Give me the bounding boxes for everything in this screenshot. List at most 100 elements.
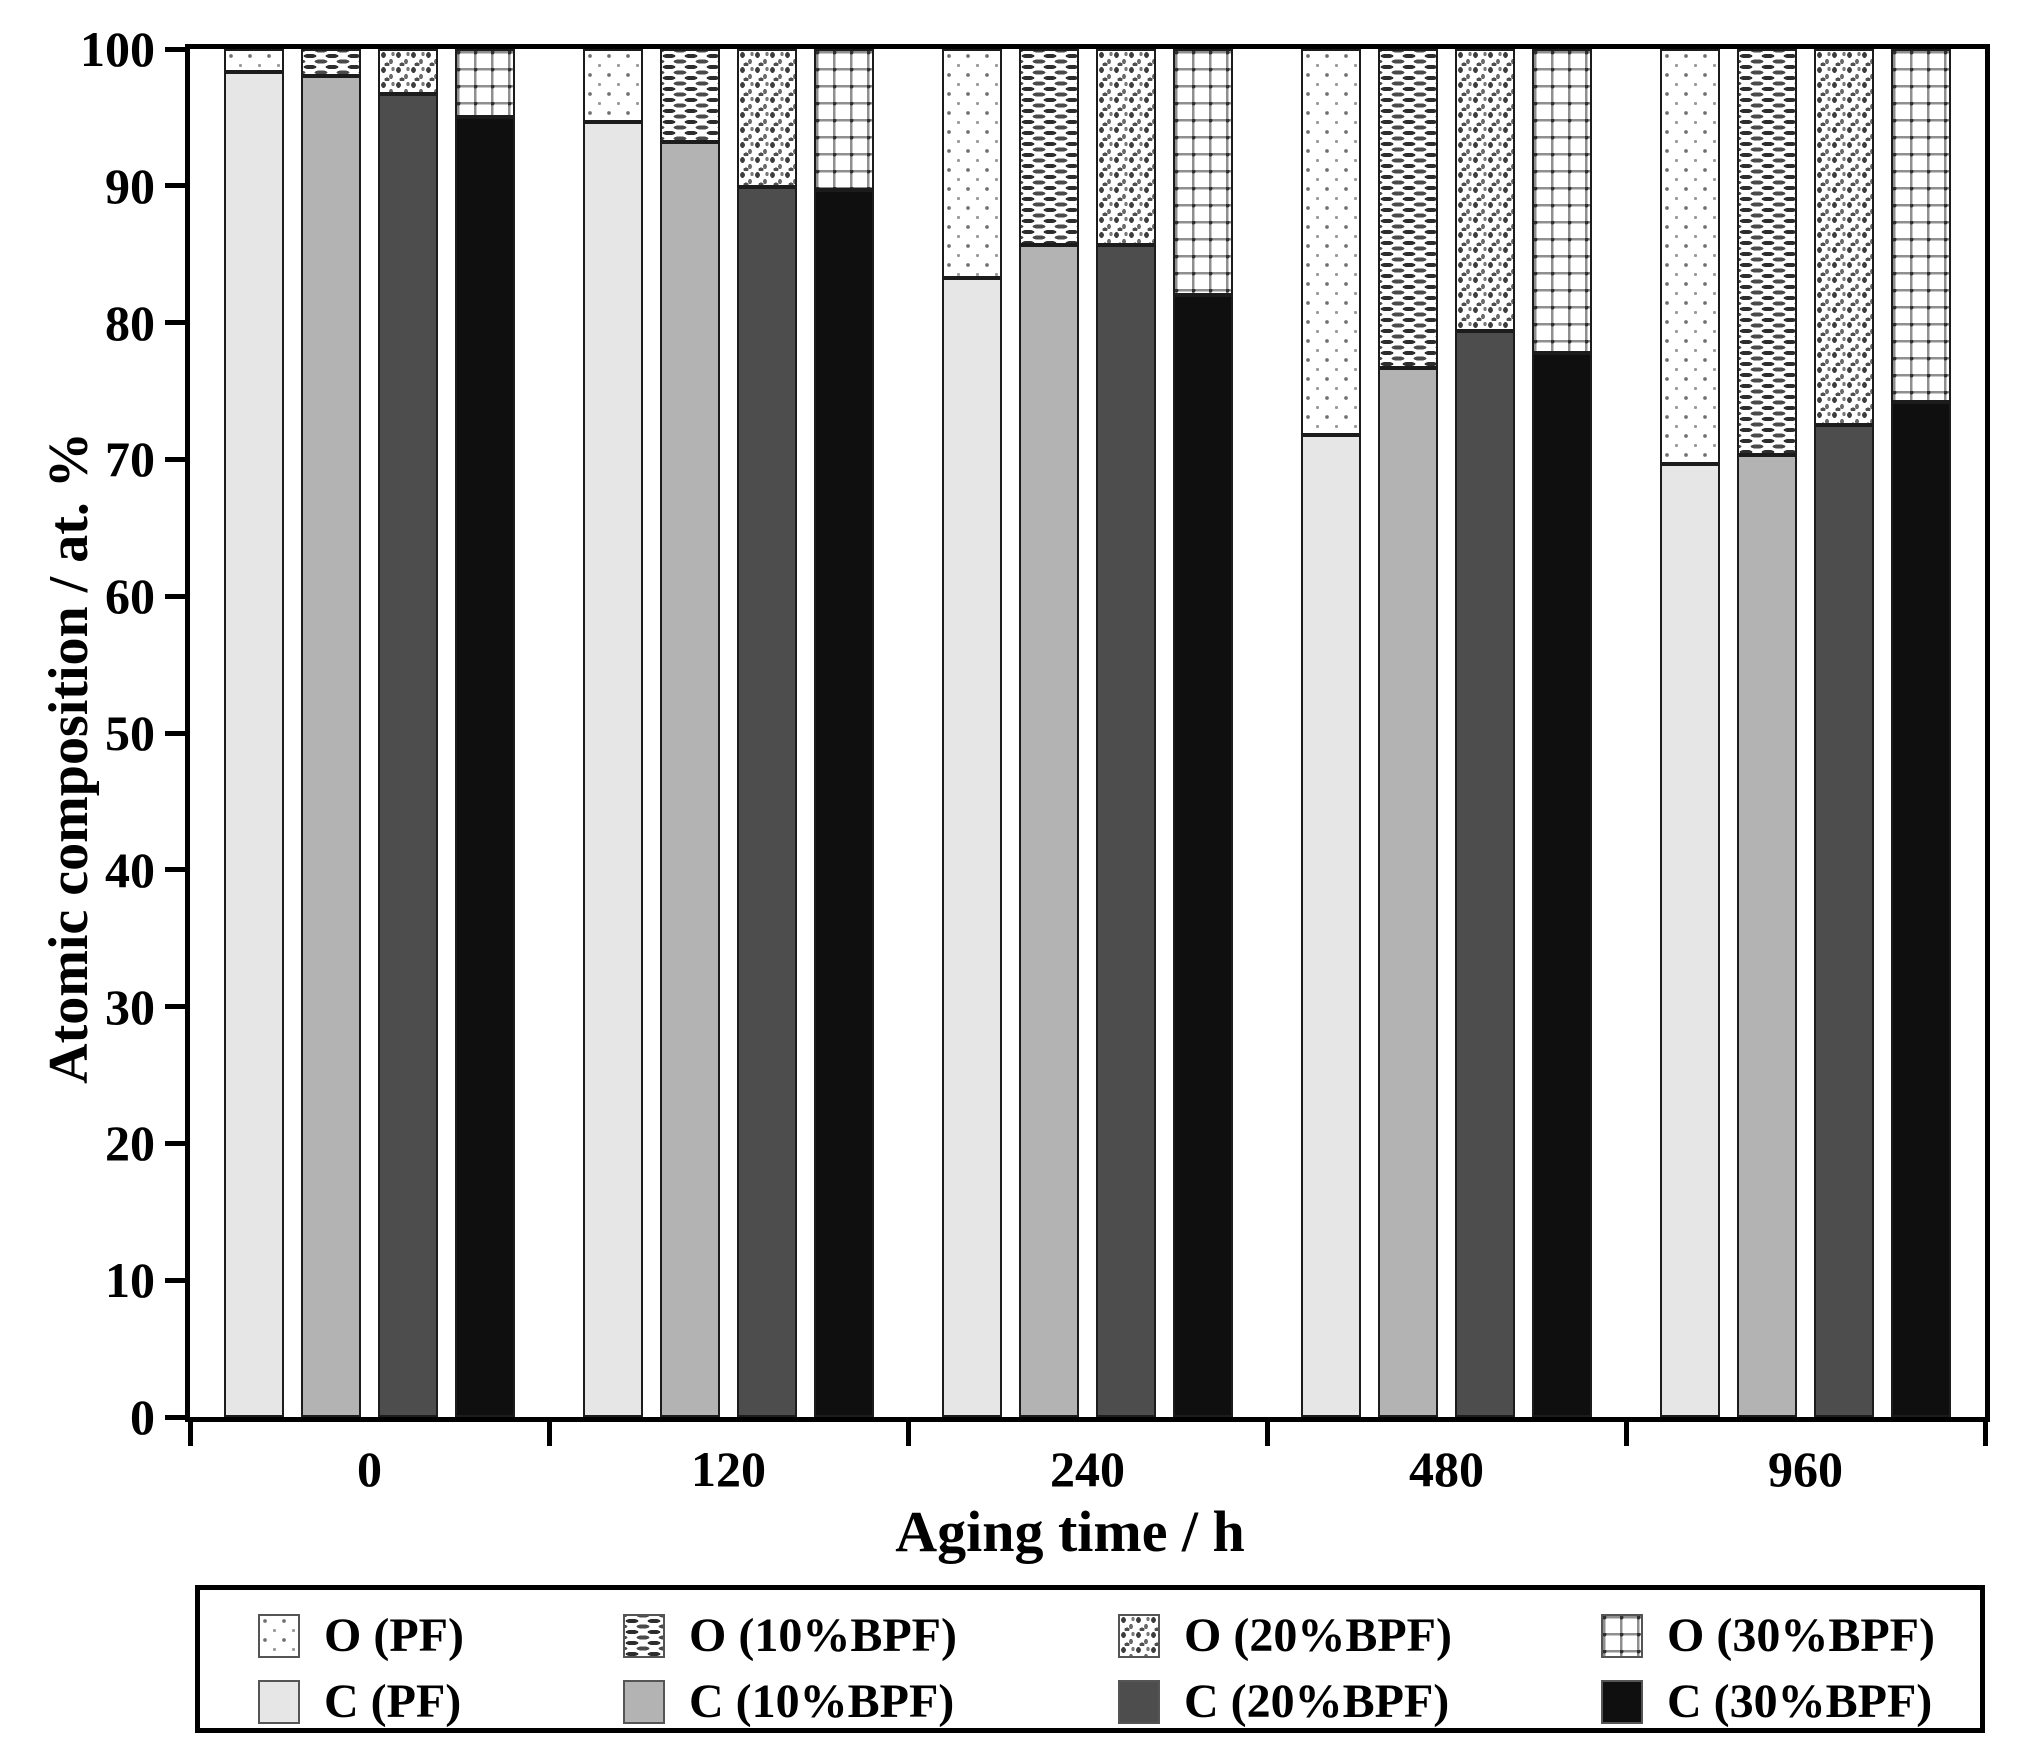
x-tick-0 (187, 1422, 193, 1446)
bar-c-bpf20-480 (1455, 330, 1515, 1417)
y-tick-50 (165, 730, 185, 736)
bar-o-bpf10-120 (660, 49, 720, 142)
y-tick-60 (165, 593, 185, 599)
bar-o-pf-480 (1301, 49, 1361, 435)
y-tick-80 (165, 320, 185, 326)
y-tick-0 (165, 1414, 185, 1420)
bar-c-pf-0 (224, 72, 284, 1417)
bar-o-bpf30-240 (1173, 49, 1233, 296)
y-tick-label-50: 50 (105, 705, 155, 761)
legend-swatch-o-pf (258, 1614, 300, 1658)
bar-o-bpf30-0 (455, 49, 515, 118)
bar-o-bpf20-120 (737, 49, 797, 188)
bar-o-bpf10-480 (1378, 49, 1438, 368)
bar-o-bpf10-960 (1737, 49, 1797, 456)
y-tick-20 (165, 1140, 185, 1146)
bar-o-pf-0 (224, 49, 284, 73)
bar-o-pf-120 (583, 49, 643, 122)
y-tick-30 (165, 1004, 185, 1010)
bar-o-bpf20-480 (1455, 49, 1515, 331)
legend-item-c-bpf20: C (20%BPF) (1118, 1678, 1449, 1726)
bar-o-bpf30-120 (814, 49, 874, 190)
bar-c-pf-960 (1660, 463, 1720, 1417)
bar-c-bpf30-0 (455, 117, 515, 1417)
y-tick-label-0: 0 (130, 1389, 155, 1445)
y-tick-label-70: 70 (105, 431, 155, 488)
legend-swatch-o-bpf20 (1118, 1614, 1160, 1658)
y-tick-label-60: 60 (105, 568, 155, 625)
bar-o-bpf10-0 (301, 49, 361, 77)
legend-label-o-pf: O (PF) (324, 1609, 464, 1662)
bar-c-bpf10-480 (1378, 367, 1438, 1417)
bar-c-bpf30-240 (1173, 295, 1233, 1417)
bar-c-bpf10-240 (1019, 244, 1079, 1417)
bar-o-bpf10-240 (1019, 49, 1079, 245)
bar-o-bpf30-960 (1891, 49, 1951, 402)
legend-label-o-bpf30: O (30%BPF) (1667, 1609, 1935, 1662)
y-tick-70 (165, 456, 185, 462)
x-tick-3 (1264, 1422, 1270, 1446)
y-tick-label-80: 80 (105, 294, 155, 351)
legend-label-c-bpf10: C (10%BPF) (689, 1675, 955, 1728)
x-tick-4 (1623, 1422, 1629, 1446)
legend-label-c-pf: C (PF) (324, 1675, 462, 1728)
bar-o-bpf20-0 (378, 49, 438, 95)
legend-swatch-c-bpf20 (1118, 1680, 1160, 1724)
legend-item-o-pf: O (PF) (258, 1612, 464, 1660)
x-axis-title: Aging time / h (895, 1499, 1245, 1564)
plot-inner (190, 49, 1985, 1417)
y-tick-10 (165, 1277, 185, 1283)
legend-label-o-bpf10: O (10%BPF) (689, 1609, 957, 1662)
y-tick-label-100: 100 (80, 21, 155, 77)
x-category-label-120: 120 (691, 1441, 766, 1497)
legend-swatch-c-bpf30 (1601, 1680, 1643, 1724)
bar-c-bpf10-0 (301, 76, 361, 1417)
legend: O (PF) O (10%BPF) O (20%BPF) O (30%BPF) C (P… (195, 1585, 1985, 1733)
y-tick-label-90: 90 (105, 157, 155, 214)
x-category-label-960: 960 (1768, 1441, 1843, 1497)
legend-label-c-bpf20: C (20%BPF) (1184, 1675, 1450, 1728)
x-category-label-480: 480 (1409, 1441, 1484, 1497)
y-tick-label-40: 40 (105, 841, 155, 898)
bar-o-pf-240 (942, 49, 1002, 278)
bar-c-bpf20-120 (737, 187, 797, 1417)
legend-item-o-bpf30: O (30%BPF) (1601, 1612, 1935, 1660)
y-tick-label-20: 20 (105, 1115, 155, 1172)
bar-o-bpf20-960 (1814, 49, 1874, 426)
legend-label-c-bpf30: C (30%BPF) (1667, 1675, 1933, 1728)
legend-item-c-bpf10: C (10%BPF) (623, 1678, 954, 1726)
legend-swatch-o-bpf10 (623, 1614, 665, 1658)
bar-c-pf-120 (583, 121, 643, 1417)
legend-swatch-o-bpf30 (1601, 1614, 1643, 1658)
legend-swatch-c-pf (258, 1680, 300, 1724)
bar-c-bpf30-960 (1891, 401, 1951, 1417)
y-tick-90 (165, 183, 185, 189)
legend-item-o-bpf10: O (10%BPF) (623, 1612, 957, 1660)
x-category-label-0: 0 (357, 1441, 382, 1497)
legend-label-o-bpf20: O (20%BPF) (1184, 1609, 1452, 1662)
x-tick-1 (546, 1422, 552, 1446)
y-tick-label-10: 10 (105, 1252, 155, 1309)
bar-c-bpf20-960 (1814, 425, 1874, 1417)
bar-c-bpf10-960 (1737, 455, 1797, 1417)
bar-c-pf-480 (1301, 434, 1361, 1417)
bar-c-bpf30-480 (1532, 352, 1592, 1417)
x-category-label-240: 240 (1050, 1441, 1125, 1497)
y-tick-100 (165, 46, 185, 52)
y-tick-40 (165, 867, 185, 873)
legend-item-o-bpf20: O (20%BPF) (1118, 1612, 1452, 1660)
bar-c-bpf20-0 (378, 94, 438, 1417)
legend-swatch-c-bpf10 (623, 1680, 665, 1724)
x-tick-5 (1982, 1422, 1988, 1446)
y-tick-label-30: 30 (105, 978, 155, 1035)
legend-item-c-pf: C (PF) (258, 1678, 461, 1726)
bar-c-bpf30-120 (814, 189, 874, 1417)
plot-area (185, 44, 1990, 1422)
bar-c-bpf20-240 (1096, 244, 1156, 1417)
legend-item-c-bpf30: C (30%BPF) (1601, 1678, 1932, 1726)
bar-o-bpf20-240 (1096, 49, 1156, 245)
x-tick-2 (905, 1422, 911, 1446)
bar-c-pf-240 (942, 277, 1002, 1417)
bar-o-bpf30-480 (1532, 49, 1592, 353)
